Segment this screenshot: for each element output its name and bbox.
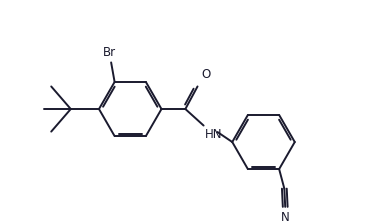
Text: N: N bbox=[281, 211, 290, 224]
Text: Br: Br bbox=[103, 46, 115, 59]
Text: HN: HN bbox=[205, 128, 223, 141]
Text: O: O bbox=[201, 68, 210, 81]
